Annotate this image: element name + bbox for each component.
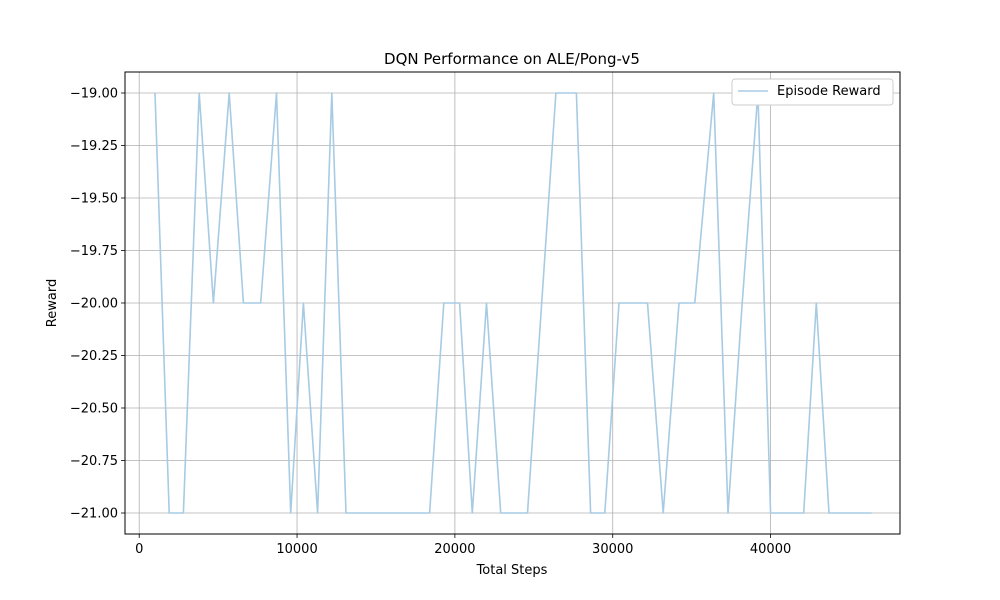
y-tick-label: −19.25 [70,139,118,154]
x-tick-label: 0 [135,542,143,557]
y-axis-label: Reward [45,279,60,327]
y-tick-label: −19.75 [70,244,118,259]
y-tick-label: −20.50 [70,402,118,417]
x-axis-ticks: 0 10000 20000 30000 40000 [135,534,791,557]
y-tick-label: −20.75 [70,454,118,469]
y-axis-ticks: −19.00 −19.25 −19.50 −19.75 −20.00 −20.25 −20.… [70,87,125,522]
y-tick-label: −19.50 [70,192,118,207]
y-tick-label: −20.25 [70,349,118,364]
x-axis-label: Total Steps [476,563,548,578]
legend: Episode Reward [731,78,894,106]
x-tick-label: 40000 [750,542,791,557]
chart-title: DQN Performance on ALE/Pong-v5 [384,50,640,68]
y-tick-label: −20.00 [70,297,118,312]
x-tick-label: 10000 [276,542,317,557]
legend-label: Episode Reward [777,84,881,99]
y-tick-label: −21.00 [70,507,118,522]
legend-box [731,78,894,106]
x-tick-label: 30000 [592,542,633,557]
x-tick-label: 20000 [434,542,475,557]
y-tick-label: −19.00 [70,87,118,102]
